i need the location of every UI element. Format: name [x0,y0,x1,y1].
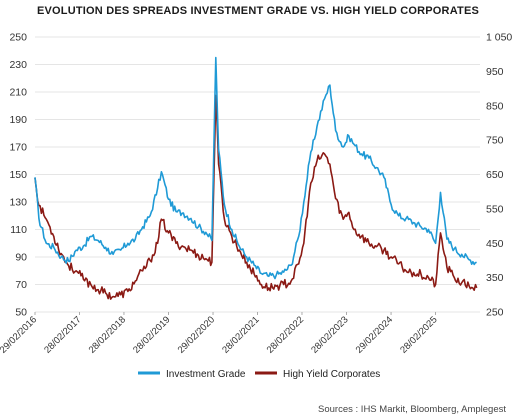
left-tick-label: 110 [10,224,27,236]
left-axis: 50 70 90 110 130 150 170 190 210 230 250 [9,32,27,319]
source-note: Sources : IHS Markit, Bloomberg, Amplege… [318,404,506,415]
right-tick-label: 550 [486,203,504,215]
x-tick-label: 28/02/2017 [42,314,83,355]
left-tick-label: 190 [9,114,27,126]
left-tick-label: 170 [9,142,27,154]
x-tick-label: 29/02/2024 [354,314,395,355]
x-tick-label: 28/02/2023 [309,314,350,355]
right-axis: 250 350 450 550 650 750 850 950 1 050 [486,32,512,319]
right-tick-label: 950 [486,66,504,78]
left-tick-label: 230 [9,59,27,71]
legend: Investment Grade High Yield Corporates [138,369,380,380]
left-tick-label: 150 [9,169,27,181]
left-tick-label: 130 [9,197,27,209]
left-tick-label: 50 [15,307,27,319]
grid [35,36,480,313]
right-tick-label: 650 [486,169,504,181]
legend-label-ig: Investment Grade [166,369,246,380]
left-tick-label: 250 [9,32,27,44]
series-layer [34,56,478,300]
series-line-high-yield [34,94,478,300]
right-tick-label: 850 [486,100,504,112]
x-axis: 29/02/2016 28/02/2017 28/02/2018 28/02/2019… [0,312,440,356]
legend-label-hy: High Yield Corporates [283,369,380,380]
chart-title: EVOLUTION DES SPREADS INVESTMENT GRADE V… [37,5,479,17]
left-tick-label: 90 [15,252,27,264]
x-tick-label: 29/02/2020 [176,314,217,355]
left-tick-label: 70 [15,279,27,291]
x-tick-label: 28/02/2022 [265,314,306,355]
right-tick-label: 450 [486,238,504,250]
left-tick-label: 210 [9,87,27,99]
x-tick-label: 28/02/2021 [220,314,261,355]
x-tick-label: 28/02/2018 [87,314,128,355]
right-tick-label: 350 [486,272,504,284]
x-tick-label: 29/02/2016 [0,314,39,355]
right-tick-label: 750 [486,135,504,147]
x-tick-label: 28/02/2019 [131,314,172,355]
right-tick-label: 250 [486,307,504,319]
x-tick-label: 28/02/2025 [398,314,439,355]
right-tick-label: 1 050 [486,32,512,44]
series-line-investment-grade [34,56,477,280]
